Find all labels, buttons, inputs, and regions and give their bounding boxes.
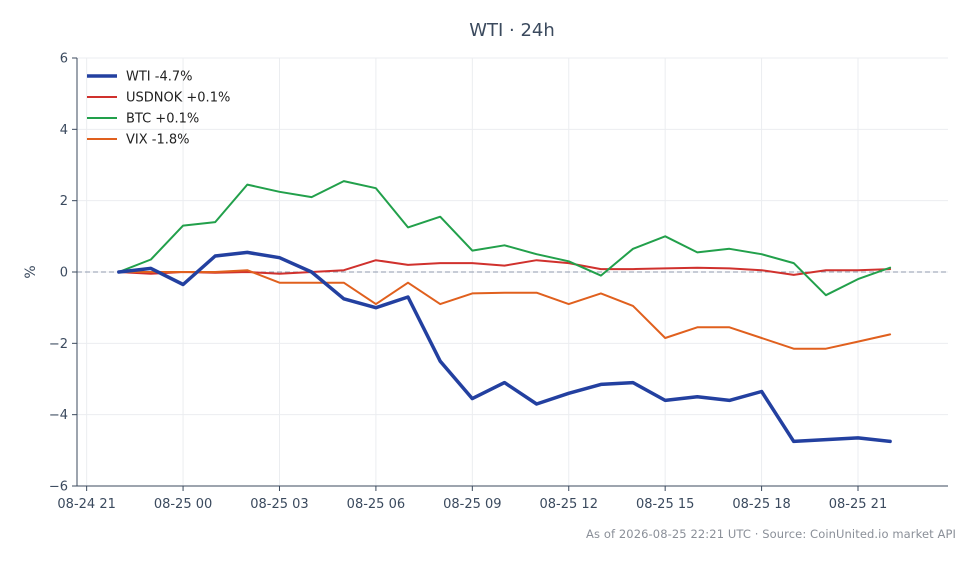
series-line-usdnok: [117, 259, 892, 276]
x-tick-label: 08-25 18: [732, 497, 790, 512]
y-tick-label: 0: [60, 266, 68, 281]
x-tick-label: 08-25 00: [154, 497, 212, 512]
legend-label: USDNOK +0.1%: [126, 91, 230, 106]
chart-title: WTI · 24h: [469, 20, 555, 41]
y-tick-label: −6: [49, 480, 68, 495]
y-axis-label: %: [23, 265, 39, 278]
legend-label: VIX -1.8%: [126, 133, 189, 148]
x-tick-label: 08-25 03: [250, 497, 308, 512]
y-tick-label: 2: [60, 194, 68, 209]
x-tick-label: 08-25 12: [540, 497, 598, 512]
legend-label: BTC +0.1%: [126, 112, 199, 127]
series-line-btc: [117, 180, 892, 297]
x-tick-label: 08-25 06: [347, 497, 405, 512]
y-tick-label: 6: [60, 52, 68, 67]
x-tick-label: 08-25 09: [443, 497, 501, 512]
legend-label: WTI -4.7%: [126, 70, 192, 85]
y-tick-label: 4: [60, 123, 68, 138]
series-lines: [117, 180, 892, 444]
series-line-vix: [117, 269, 892, 350]
y-tick-label: −4: [49, 408, 68, 423]
x-tick-label: 08-25 21: [829, 497, 887, 512]
x-tick-label: 08-24 21: [57, 497, 115, 512]
source-footer: As of 2026-08-25 22:21 UTC · Source: Coi…: [586, 527, 956, 541]
legend: WTI -4.7% USDNOK +0.1% BTC +0.1% VIX -1.8%: [87, 70, 230, 148]
axes: −6 −4 −2 0 2 4 6 08-24 21 08-25 00 08-25 03 08-25 …: [23, 52, 948, 512]
series-line-wti: [117, 250, 892, 444]
y-tick-label: −2: [49, 337, 68, 352]
x-tick-label: 08-25 15: [636, 497, 694, 512]
